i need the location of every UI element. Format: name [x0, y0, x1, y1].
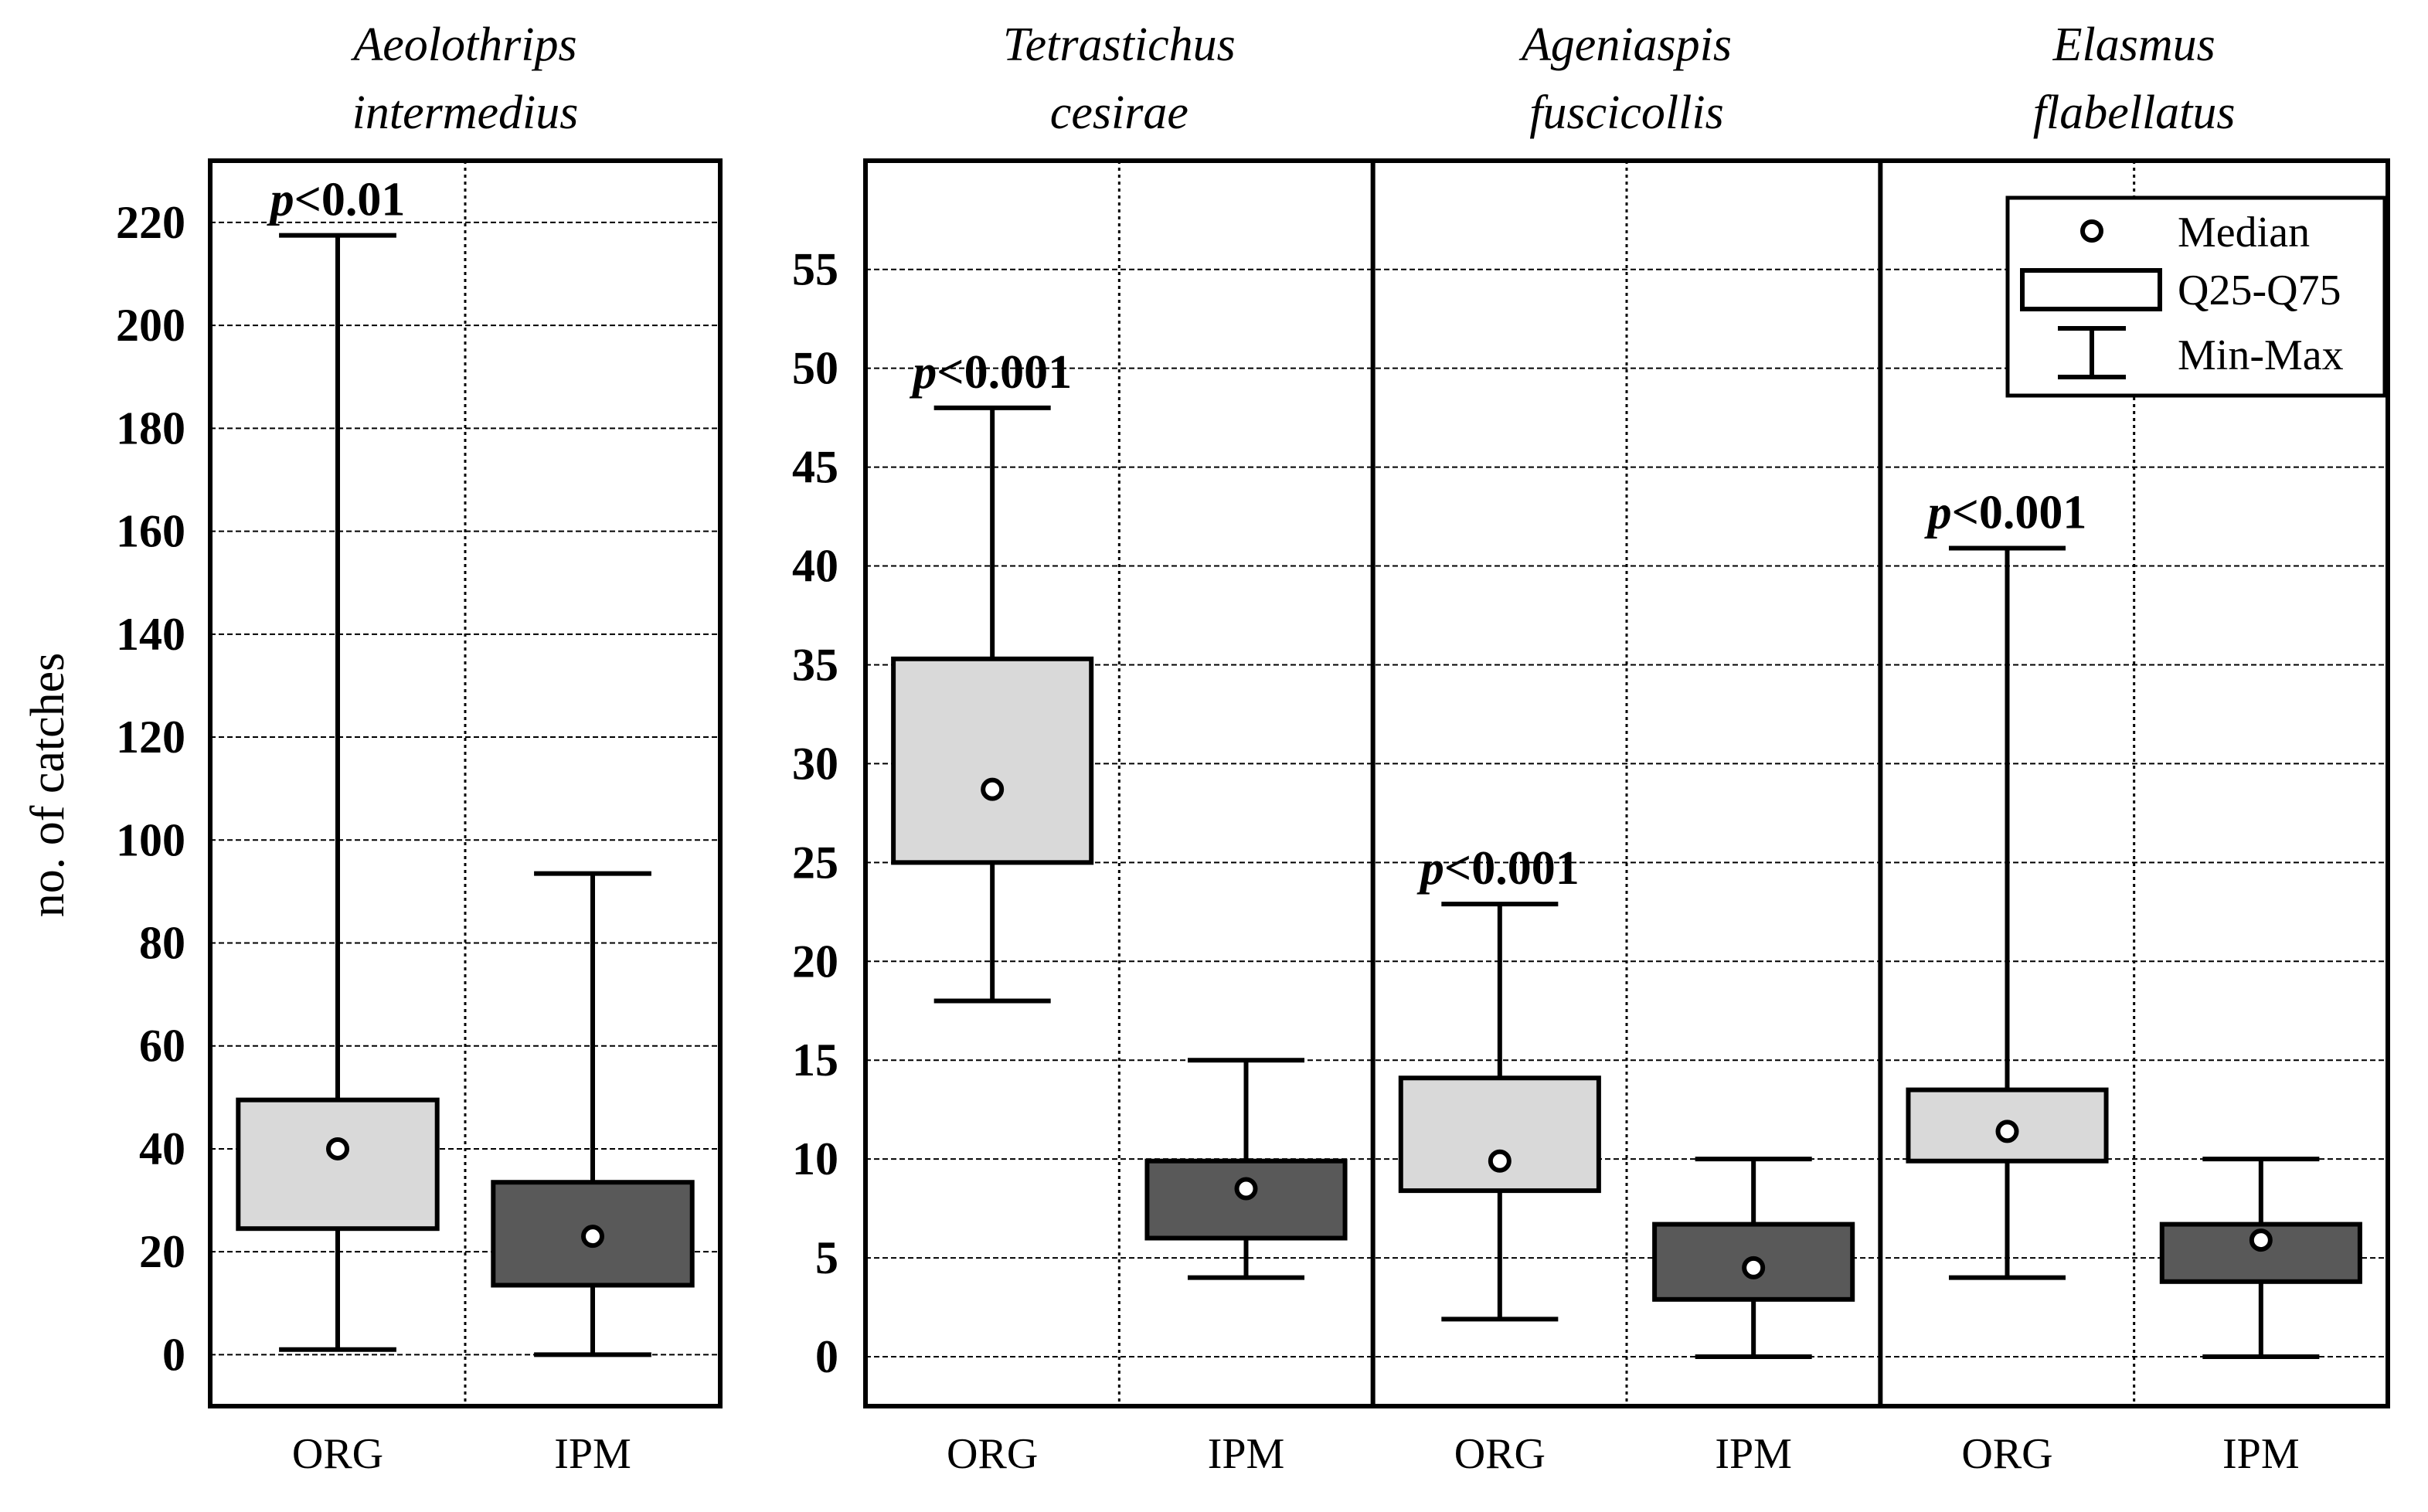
labels: no. of catches 0204060801001201401601802… — [22, 19, 2300, 1478]
y-tick-label: 15 — [792, 1035, 838, 1086]
y-tick-label: 80 — [139, 917, 185, 968]
legend-whisker-icon — [2058, 326, 2126, 379]
y-tick-label: 100 — [116, 814, 185, 865]
species-title-line1: Tetrastichus — [1003, 19, 1236, 71]
x-group-label: ORG — [1961, 1430, 2052, 1478]
species-title-line2: cesirae — [1050, 87, 1188, 139]
legend-median-icon — [2080, 219, 2103, 243]
panel-frames — [208, 158, 2390, 1408]
y-tick-label: 0 — [162, 1329, 185, 1380]
y-tick-label: 40 — [139, 1123, 185, 1174]
legend: Median Q25-Q75 Min-Max — [2005, 195, 2387, 398]
legend-median-label: Median — [2178, 209, 2310, 257]
y-tick-label: 20 — [792, 936, 838, 987]
y-tick-label: 35 — [792, 639, 838, 690]
legend-box-icon — [2020, 268, 2162, 311]
median-point — [1488, 1149, 1512, 1173]
y-tick-label: 30 — [792, 738, 838, 789]
x-group-label: IPM — [1208, 1430, 1285, 1478]
p-value-label: p<0.01 — [267, 174, 406, 226]
y-tick-label: 5 — [815, 1232, 838, 1283]
median-point — [1742, 1255, 1766, 1279]
boxes — [236, 233, 2362, 1360]
x-group-label: IPM — [1715, 1430, 1792, 1478]
median-point — [581, 1225, 604, 1249]
y-tick-label: 50 — [792, 343, 838, 394]
median-point — [2249, 1228, 2273, 1252]
y-tick-label: 140 — [116, 609, 185, 660]
species-title-line2: flabellatus — [2033, 87, 2236, 139]
median-point — [326, 1137, 349, 1160]
legend-box-label: Q25-Q75 — [2178, 267, 2341, 314]
iqr-box — [891, 656, 1094, 865]
p-value-label: p<0.001 — [1416, 842, 1580, 895]
x-group-label: ORG — [947, 1430, 1038, 1478]
x-group-label: IPM — [554, 1430, 631, 1478]
median-point — [1234, 1177, 1258, 1201]
y-tick-label: 160 — [116, 506, 185, 557]
iqr-box — [2159, 1221, 2362, 1284]
y-tick-label: 220 — [116, 197, 185, 248]
y-tick-label: 45 — [792, 442, 838, 493]
y-tick-label: 0 — [815, 1331, 838, 1382]
species-title-line1: Elasmus — [2052, 19, 2215, 71]
y-tick-label: 10 — [792, 1133, 838, 1184]
panel-frame — [208, 158, 723, 1408]
species-title-line2: intermedius — [352, 87, 579, 139]
y-tick-label: 40 — [792, 541, 838, 592]
x-group-label: IPM — [2222, 1430, 2300, 1478]
median-point — [981, 777, 1005, 801]
panel-frame — [863, 158, 2390, 1408]
y-tick-label: 25 — [792, 837, 838, 888]
p-value-label: p<0.001 — [909, 346, 1072, 399]
y-tick-label: 55 — [792, 244, 838, 295]
y-tick-label: 180 — [116, 403, 185, 454]
iqr-box — [236, 1097, 440, 1232]
p-value-label: p<0.001 — [1924, 487, 2087, 539]
y-tick-label: 120 — [116, 712, 185, 763]
y-tick-label: 60 — [139, 1021, 185, 1072]
y-tick-label: 200 — [116, 300, 185, 351]
median-point — [1995, 1120, 2019, 1143]
x-group-label: ORG — [292, 1430, 383, 1478]
y-axis-label: no. of catches — [22, 653, 74, 918]
x-group-label: ORG — [1454, 1430, 1546, 1478]
species-title-line1: Ageniaspis — [1518, 19, 1732, 71]
legend-whisker-label: Min-Max — [2178, 331, 2344, 379]
y-tick-label: 20 — [139, 1226, 185, 1277]
panel-dividers — [464, 161, 2136, 1406]
iqr-box — [1398, 1075, 1601, 1194]
species-title-line1: Aeolothrips — [350, 19, 576, 71]
species-title-line2: fuscicollis — [1529, 87, 1723, 139]
